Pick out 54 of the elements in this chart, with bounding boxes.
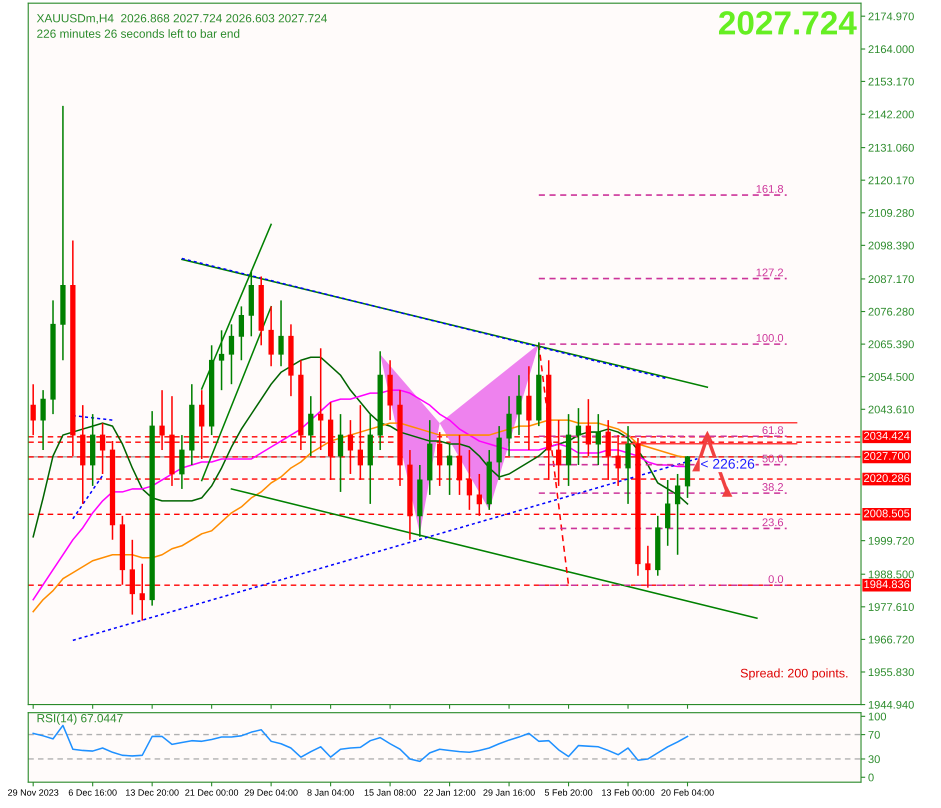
y-tick-label: 0: [868, 774, 874, 782]
y-tick-label: 2120.170: [868, 176, 914, 184]
y-tick-label: 1988.500: [868, 570, 914, 578]
x-tick-label: 5 Feb 20:00: [544, 789, 592, 796]
y-tick-label: 1966.720: [868, 636, 914, 644]
ref-line-label: 2027.700: [864, 452, 910, 460]
y-tick-label: 2142.200: [868, 110, 914, 118]
y-tick-label: 2131.060: [868, 144, 914, 152]
y-tick-label: 2098.390: [868, 242, 914, 250]
annotation: 161.8: [756, 184, 784, 193]
x-tick-label: 20 Feb 04:00: [661, 789, 714, 796]
ref-line-label: 2020.286: [864, 474, 910, 482]
y-tick-label: 1999.720: [868, 536, 914, 545]
x-tick-label: 29 Dec 04:00: [244, 789, 298, 796]
x-tick-label: 8 Jan 04:00: [307, 789, 354, 796]
text: 226 minutes 26 seconds left to bar end: [37, 29, 240, 38]
ref-line-label: 1984.836: [864, 580, 910, 588]
x-tick-label: 13 Feb 00:00: [602, 789, 654, 796]
x-tick-label: 29 Jan 16:00: [483, 789, 535, 796]
y-tick-label: 2043.610: [868, 406, 914, 414]
y-tick-label: 2164.000: [868, 45, 914, 54]
y-tick-label: 2076.280: [868, 308, 914, 316]
ref-line-label: 2034.424: [864, 432, 910, 440]
y-tick-label: 2065.390: [868, 340, 914, 348]
y-tick-label: 100: [868, 712, 886, 720]
x-tick-label: 21 Dec 00:00: [185, 789, 238, 796]
x-tick-label: 6 Dec 16:00: [68, 789, 117, 796]
y-tick-label: 2174.970: [868, 12, 914, 20]
annotation: 2027.724: [718, 11, 857, 35]
y-tick-label: 30: [868, 755, 880, 764]
annotation: < 226:26: [701, 458, 754, 469]
y-tick-label: 1944.940: [868, 700, 914, 709]
y-tick-label: 2109.280: [868, 209, 914, 217]
x-tick-label: 15 Jan 08:00: [364, 789, 416, 796]
chart-title: RSI(14) 67.0447: [38, 714, 123, 725]
y-tick-label: 2054.500: [868, 372, 914, 381]
annotation: 23.6: [762, 518, 784, 526]
annotation: 127.2: [756, 268, 784, 276]
y-tick-label: 70: [868, 730, 880, 739]
annotation: 38.2: [762, 483, 784, 491]
x-tick-label: 29 Nov 2023: [8, 789, 58, 796]
annotation: 50.0: [762, 454, 784, 462]
y-tick-label: 2087.170: [868, 275, 914, 284]
x-tick-label: 22 Jan 12:00: [424, 789, 476, 796]
annotation: 100.0: [756, 334, 784, 342]
y-tick-label: 1955.830: [868, 668, 914, 676]
x-tick-label: 13 Dec 20:00: [126, 789, 179, 796]
y-tick-label: 2153.170: [868, 78, 914, 86]
ref-line-label: 2008.505: [864, 509, 910, 518]
annotation: Spread: 200 points.: [740, 668, 848, 680]
y-tick-label: 1977.610: [868, 603, 914, 611]
text: XAUUSDm,H4 2026.868 2027.724 2026.603 2027.724: [36, 14, 327, 24]
annotation: 0.0: [768, 575, 784, 584]
annotation: 61.8: [762, 426, 784, 434]
